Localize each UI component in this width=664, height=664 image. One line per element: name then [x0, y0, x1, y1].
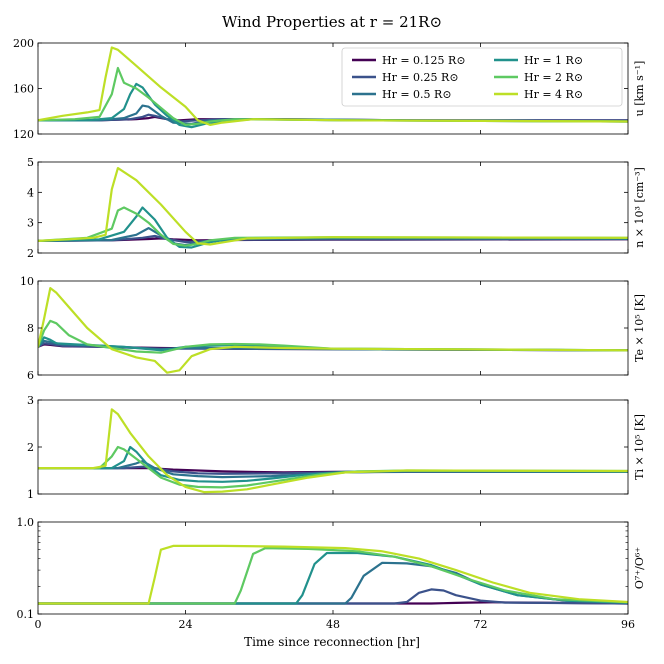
y-tick-label: 2: [27, 441, 34, 454]
axes-frame: [37, 521, 629, 615]
y-tick-label: 200: [13, 37, 34, 50]
x-tick-label: 96: [621, 618, 635, 631]
axes-frame: [37, 399, 629, 495]
legend-box: [341, 47, 623, 107]
series-line-hr-4: [38, 46, 628, 127]
series-line-hr-1: [38, 336, 628, 352]
legend-entry: Hr = 2 R⊙: [524, 71, 583, 84]
series-group: [38, 287, 628, 374]
y-tick-label: 6: [27, 369, 34, 382]
series-group: [38, 544, 628, 605]
series-line-hr-2: [38, 319, 628, 354]
legend-entry: Hr = 4 R⊙: [524, 88, 583, 101]
y-tick-label: 3: [27, 394, 34, 407]
legend: Hr = 0.125 R⊙ Hr = 0.25 R⊙ Hr = 0.5 R⊙ Hr =…: [341, 47, 623, 107]
series-line-hr-2: [38, 546, 628, 605]
panel-u: 120 160 200 u [km s⁻¹] Hr = 0.125 R⊙ Hr = 0.2…: [13, 37, 646, 141]
series-line-hr-2: [38, 66, 628, 127]
legend-entry: Hr = 1 R⊙: [524, 54, 583, 67]
series-line-hr-1: [38, 206, 628, 249]
panel-O: 0 24 48 72 96 0.1 1.0 O⁷⁺/O⁶⁺: [17, 516, 647, 631]
y-tick-label: 5: [27, 156, 34, 169]
y-tick-label: 120: [13, 128, 34, 141]
series-line-hr-4: [38, 408, 628, 494]
axes-frame: [37, 280, 629, 376]
y-tick-label: 8: [27, 322, 34, 335]
x-tick-label: 48: [326, 618, 340, 631]
y-tick-label: 160: [13, 83, 34, 96]
y-tick-label: 1.0: [17, 516, 35, 529]
x-tick-label: 72: [474, 618, 488, 631]
x-tick-label: 0: [35, 618, 42, 631]
y-tick-label: 10: [20, 275, 34, 288]
y-tick-label: 3: [27, 217, 34, 230]
series-group: [38, 46, 628, 129]
series-line-hr-4: [38, 287, 628, 374]
panel-Te: 6 8 10 Te × 10⁵ [K]: [20, 275, 646, 382]
y-axis-label: n × 10³ [cm⁻³]: [633, 167, 646, 248]
y-axis-label: u [km s⁻¹]: [633, 61, 646, 117]
series-group: [38, 167, 628, 249]
x-tick-label: 24: [179, 618, 193, 631]
y-axis-label: O⁷⁺/O⁶⁺: [633, 547, 646, 589]
legend-entry: Hr = 0.125 R⊙: [382, 54, 466, 67]
legend-entry: Hr = 0.25 R⊙: [382, 71, 459, 84]
series-group: [38, 408, 628, 494]
series-line-hr-2: [38, 206, 628, 247]
y-axis-label: Te × 10⁵ [K]: [633, 294, 646, 362]
panel-n: 2 3 4 5 n × 10³ [cm⁻³]: [27, 156, 646, 260]
y-tick-label: 4: [27, 186, 34, 199]
figure-title: Wind Properties at r = 21R⊙: [222, 13, 442, 31]
y-tick-label: 1: [27, 488, 34, 501]
legend-entry: Hr = 0.5 R⊙: [382, 88, 452, 101]
series-line-hr-0-25: [38, 588, 628, 605]
series-line-hr-4: [38, 544, 628, 605]
panel-Ti: 1 2 3 Ti × 10⁵ [K]: [27, 394, 646, 501]
series-line-hr-4: [38, 167, 628, 246]
y-axis-label: Ti × 10⁵ [K]: [633, 414, 646, 480]
y-tick-label: 0.1: [17, 608, 35, 621]
y-tick-label: 2: [27, 247, 34, 260]
x-axis-label: Time since reconnection [hr]: [244, 635, 420, 649]
